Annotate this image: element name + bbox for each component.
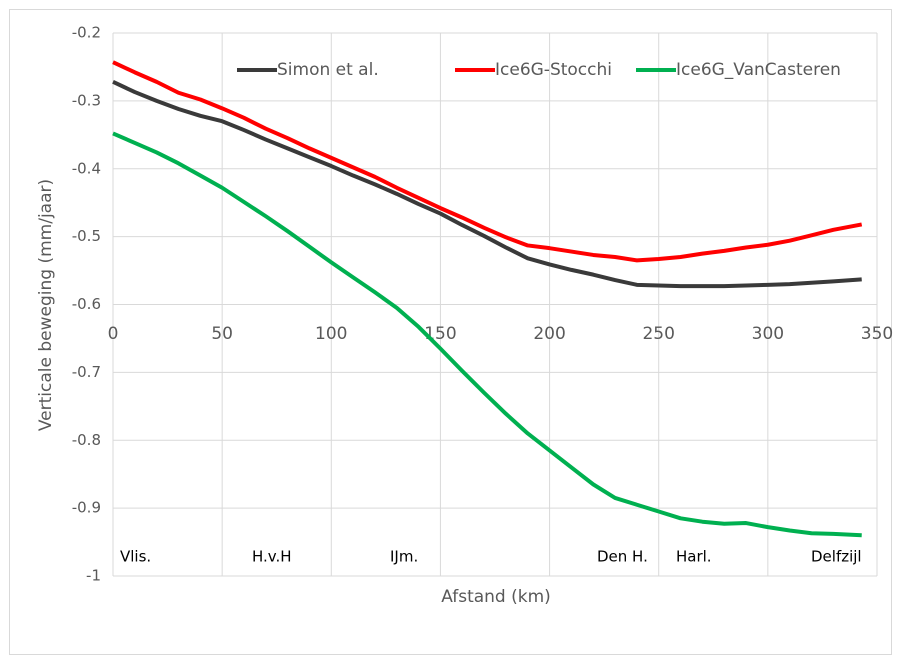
legend-label: Ice6G-Stocchi [495, 60, 612, 80]
y-tick-label: -0.7 [72, 363, 101, 381]
legend-label: Simon et al. [277, 60, 379, 80]
annotation: Delfzijl [811, 548, 862, 566]
x-tick-label: 250 [642, 324, 674, 344]
y-tick-label: -0.8 [72, 431, 101, 449]
y-axis-label: Verticale beweging (mm/jaar) [36, 179, 56, 431]
annotation: Harl. [676, 548, 712, 566]
chart-border [9, 9, 892, 655]
y-tick-label: -0.6 [72, 295, 101, 313]
y-tick-label: -1 [86, 567, 101, 585]
x-tick-label: 50 [211, 324, 233, 344]
y-tick-label: -0.4 [72, 159, 101, 177]
annotation: Den H. [597, 548, 648, 566]
x-tick-label: 100 [315, 324, 347, 344]
y-tick-label: -0.3 [72, 91, 101, 109]
x-axis-label: Afstand (km) [441, 587, 551, 607]
annotation: IJm. [390, 548, 418, 566]
data-line [112, 131, 862, 538]
annotation: Vlis. [120, 548, 151, 566]
x-tick-label: 200 [533, 324, 565, 344]
data-line [112, 60, 863, 263]
legend-label: Ice6G_VanCasteren [676, 60, 841, 80]
x-tick-label: 0 [108, 324, 119, 344]
x-tick-label: 350 [861, 324, 893, 344]
y-tick-label: -0.9 [72, 499, 101, 517]
y-tick-label: -0.2 [72, 24, 101, 42]
data-line [112, 80, 862, 289]
y-tick-label: -0.5 [72, 227, 101, 245]
annotation: H.v.H [252, 548, 292, 566]
x-tick-label: 150 [424, 324, 456, 344]
x-tick-label: 300 [752, 324, 784, 344]
